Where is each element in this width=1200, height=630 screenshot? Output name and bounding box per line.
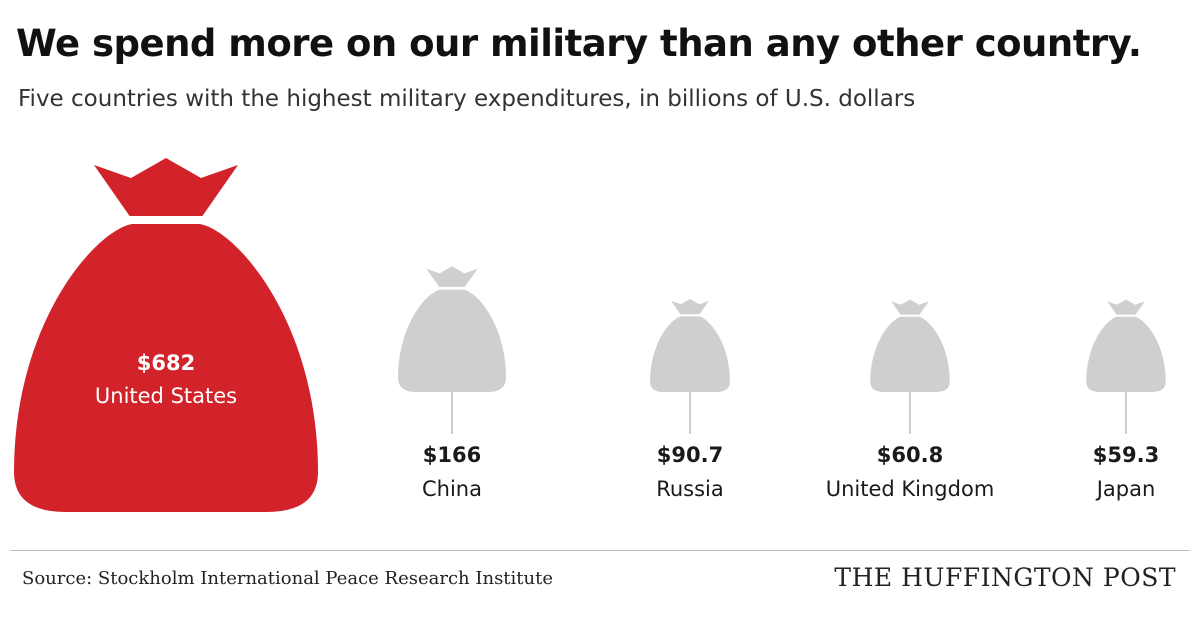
money-bag-united-kingdom [870, 299, 950, 392]
money-bag-united-states [14, 158, 318, 512]
chart-title: We spend more on our military than any o… [16, 22, 1142, 65]
money-bag-chart: $682 United States $166 China $90.7 Russia $60… [14, 158, 1166, 512]
footer-divider [10, 550, 1190, 551]
bag-tie [671, 299, 709, 315]
money-bag-japan [1086, 299, 1166, 392]
chart-subtitle: Five countries with the highest military… [18, 86, 916, 112]
category-label: Japan [1095, 477, 1156, 501]
category-label: Russia [656, 477, 724, 501]
bag-body [1086, 316, 1166, 392]
bag-tie [1107, 299, 1145, 315]
value-label: $90.7 [657, 443, 723, 467]
bag-tie [891, 299, 929, 315]
bag-body [650, 316, 730, 392]
bag-body [398, 289, 506, 392]
category-label: United Kingdom [826, 477, 995, 501]
bag-tie [94, 158, 238, 216]
publisher-logo: THE HUFFINGTON POST [834, 563, 1176, 592]
value-label: $682 [137, 351, 195, 375]
bag-tie [426, 266, 478, 287]
value-label: $60.8 [877, 443, 943, 467]
money-bag-russia [650, 299, 730, 392]
money-bag-china [398, 266, 506, 392]
bag-body [14, 224, 318, 512]
value-label: $59.3 [1093, 443, 1159, 467]
category-label: China [422, 477, 482, 501]
value-label: $166 [423, 443, 481, 467]
source-note: Source: Stockholm International Peace Re… [22, 568, 554, 589]
category-label: United States [95, 384, 237, 408]
bag-body [870, 316, 950, 392]
